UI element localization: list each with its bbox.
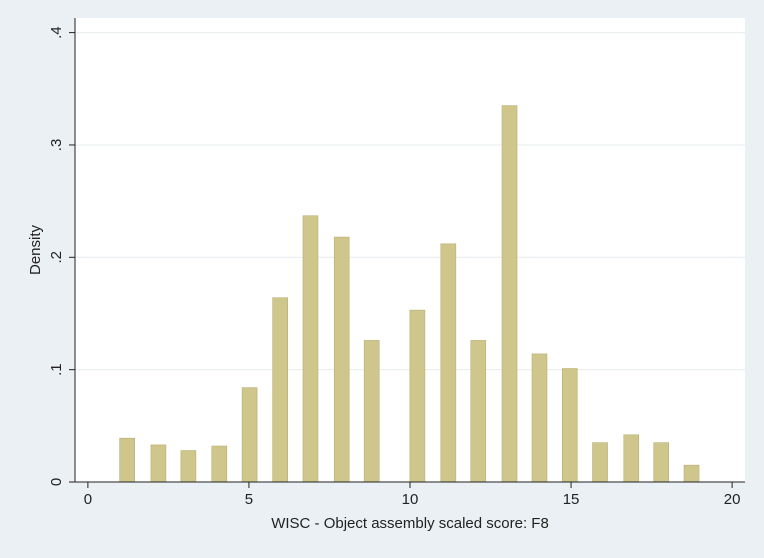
x-axis-label: WISC - Object assembly scaled score: F8 [271, 515, 549, 532]
bar [119, 437, 135, 483]
y-tick-label: .4 [48, 26, 65, 39]
bar [683, 464, 700, 483]
bar [623, 434, 640, 483]
bar [653, 442, 670, 483]
bar [561, 368, 578, 483]
bar [440, 243, 457, 483]
bar [302, 215, 319, 483]
bar [531, 353, 548, 483]
bar [211, 445, 228, 483]
bar [592, 442, 608, 483]
x-tick-label: 10 [402, 491, 419, 508]
bar [150, 444, 167, 483]
y-axis-label: Density [27, 224, 44, 275]
bar [272, 297, 288, 483]
x-tick-label: 0 [84, 491, 92, 508]
x-tick-label: 15 [563, 491, 580, 508]
bar [241, 387, 258, 483]
y-tick-label: .1 [48, 363, 65, 376]
y-tick-label: .3 [48, 139, 65, 152]
x-tick-label: 5 [245, 491, 253, 508]
x-tick-label: 20 [724, 491, 741, 508]
bar [409, 309, 426, 483]
bar [470, 340, 487, 483]
y-tick-label: 0 [48, 478, 65, 486]
bar [501, 105, 518, 483]
bar [333, 236, 350, 483]
bar [363, 340, 380, 483]
bar [180, 450, 197, 483]
y-tick-label: .2 [48, 251, 65, 264]
